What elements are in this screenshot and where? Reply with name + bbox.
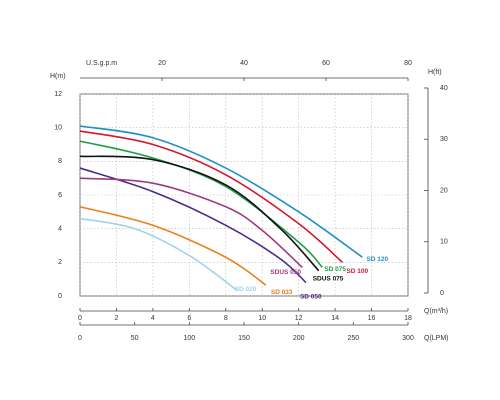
x-tick-label: 18	[404, 315, 412, 322]
series-label: SDUS 050	[270, 269, 301, 276]
y2-tick-label: 30	[440, 136, 448, 143]
y2-tick-label: 0	[440, 290, 444, 297]
x-tick-label: 14	[331, 315, 339, 322]
x3-tick-label: 20	[158, 60, 166, 67]
x3-axis-title: U.S.g.p.m	[86, 60, 117, 67]
curve	[79, 140, 323, 268]
x-tick-label: 12	[295, 315, 303, 322]
series-label: SD 120	[366, 256, 388, 263]
y-tick-label: 0	[58, 293, 62, 300]
x2-tick-label: 200	[293, 335, 305, 342]
x-tick-label: 16	[368, 315, 376, 322]
x2-tick-label: 250	[347, 335, 359, 342]
series-label: SDUS 075	[313, 275, 344, 282]
x2-tick-label: 150	[238, 335, 250, 342]
series-label: SD 020	[235, 286, 257, 293]
x3-tick-label: 80	[404, 60, 412, 67]
x3-tick-label: 60	[322, 60, 330, 67]
y-tick-label: 2	[58, 259, 62, 266]
x-tick-label: 8	[224, 315, 228, 322]
x2-tick-label: 0	[78, 335, 82, 342]
series-label: SD 050	[300, 293, 322, 300]
y2-tick-label: 10	[440, 239, 448, 246]
curve	[79, 167, 307, 284]
x-tick-label: 10	[258, 315, 266, 322]
x2-tick-label: 300	[402, 335, 414, 342]
y-tick-label: 12	[54, 91, 62, 98]
series-label: SD 033	[271, 289, 293, 296]
x2-axis-title: Q(LPM)	[424, 335, 449, 342]
y-tick-label: 6	[58, 192, 62, 199]
y2-tick-label: 40	[440, 85, 448, 92]
y2-axis-title: H(ft)	[428, 69, 442, 76]
x2-tick-label: 50	[131, 335, 139, 342]
curve	[79, 125, 363, 258]
series-label: SD 100	[346, 268, 368, 275]
y-tick-label: 10	[54, 125, 62, 132]
curve	[79, 130, 343, 263]
y-axis-title: H(m)	[50, 73, 66, 80]
series-label: SD 075	[324, 266, 346, 273]
x-tick-label: 6	[187, 315, 191, 322]
x-axis-title: Q(m³/h)	[424, 308, 448, 315]
y2-tick-label: 20	[440, 187, 448, 194]
x2-tick-label: 100	[183, 335, 195, 342]
x-tick-label: 0	[78, 315, 82, 322]
x-tick-label: 2	[114, 315, 118, 322]
curve	[79, 155, 320, 272]
y-tick-label: 8	[58, 158, 62, 165]
x3-tick-label: 40	[240, 60, 248, 67]
y-tick-label: 4	[58, 226, 62, 233]
plot: 0 2 4 6 8 10 12 0 10 20 30 40 0 2 4 6 8 10 12 14 16 18 0 50 100 1…	[54, 60, 448, 342]
curve	[79, 206, 267, 286]
curve	[79, 217, 238, 291]
x-tick-label: 4	[151, 315, 155, 322]
curve	[79, 177, 303, 268]
